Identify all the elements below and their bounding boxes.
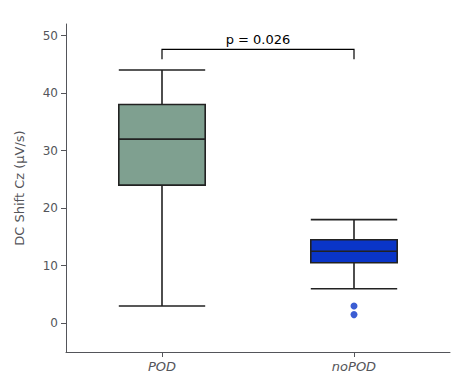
svg-text:30: 30 [43, 144, 58, 158]
svg-text:noPOD: noPOD [332, 359, 376, 374]
svg-text:0: 0 [50, 316, 58, 330]
svg-text:50: 50 [43, 29, 58, 43]
svg-text:POD: POD [148, 359, 176, 374]
svg-text:40: 40 [43, 86, 58, 100]
svg-text:20: 20 [43, 201, 58, 215]
svg-text:p = 0.026: p = 0.026 [226, 32, 291, 47]
svg-text:DC Shift Cz (μV/s): DC Shift Cz (μV/s) [12, 130, 27, 245]
svg-text:10: 10 [43, 259, 58, 273]
